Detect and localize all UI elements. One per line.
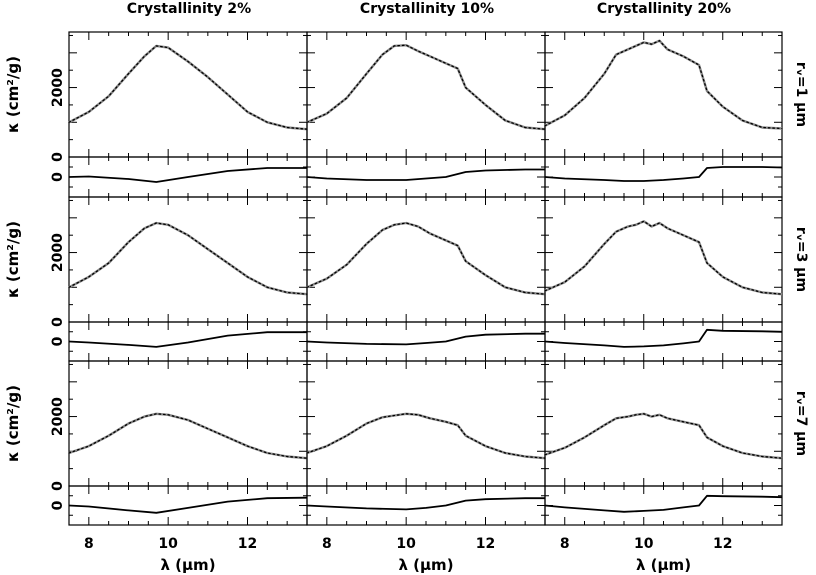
column-titles: Crystallinity 2% Crystallinity 10% Cryst… — [127, 1, 731, 17]
residual-panel-frame — [544, 156, 783, 198]
main-panel-frame — [544, 196, 783, 323]
main-panel-frame — [306, 31, 546, 158]
residual-curve — [68, 167, 307, 183]
fit-curve — [544, 39, 783, 130]
residual-curve — [68, 331, 307, 348]
residual-curve — [544, 494, 783, 513]
panel-r2-c2 — [306, 196, 546, 362]
column-title-2pct: Crystallinity 2% — [127, 1, 251, 17]
main-panel-frame — [544, 31, 783, 158]
y-tick-label: 0 — [50, 317, 66, 327]
y-axis-label: κ (cm²/g) — [4, 385, 22, 462]
x-axis-label: λ (μm) — [160, 556, 215, 574]
panel-r1-c1 — [68, 31, 308, 198]
residual-curve — [306, 497, 545, 511]
x-axis-label: λ (μm) — [636, 556, 691, 574]
residual-panel-frame — [306, 321, 546, 362]
row-label: rᵥ=3 μm — [793, 227, 809, 292]
x-tick-label: 8 — [322, 536, 332, 552]
x-axis-label: λ (μm) — [398, 556, 453, 574]
fit-curve — [306, 413, 546, 459]
residual-panel-frame — [68, 485, 308, 526]
y-axis-label: κ (cm²/g) — [4, 221, 22, 298]
residual-panel-frame — [306, 156, 546, 198]
y-tick-label: 2000 — [50, 68, 66, 107]
residual-curve — [306, 332, 545, 346]
y-axis-label: κ (cm²/g) — [4, 56, 22, 133]
x-axis-labels: λ (μm) λ (μm) λ (μm) — [160, 556, 691, 574]
main-panel-frame — [544, 360, 783, 487]
y-tick-label: 2000 — [50, 233, 66, 272]
model-curve — [306, 44, 546, 131]
y-tick-label: 2000 — [50, 397, 66, 436]
row-label: rᵥ=7 μm — [793, 391, 809, 456]
panel-r1-c2 — [306, 31, 546, 198]
fit-curve — [544, 413, 783, 459]
residual-tick-label: 0 — [50, 500, 66, 510]
x-tick-label: 10 — [634, 536, 654, 552]
model-curve — [68, 44, 308, 131]
x-tick-label: 12 — [238, 536, 257, 552]
fit-curve — [68, 45, 308, 130]
residual-curve — [544, 166, 783, 182]
residual-tick-label: 0 — [50, 172, 66, 182]
main-panel-frame — [68, 31, 308, 158]
residual-curve — [306, 168, 545, 181]
residual-curve — [68, 496, 308, 514]
residual-tick-label: 0 — [50, 336, 66, 346]
y-tick-label: 0 — [50, 481, 66, 491]
panel-r2-c1 — [68, 196, 308, 362]
fit-curve — [306, 222, 546, 295]
main-panel-frame — [306, 360, 546, 487]
model-curve — [68, 221, 308, 296]
row-labels: rᵥ=1 μm rᵥ=3 μm rᵥ=7 μm — [793, 62, 809, 456]
panel-r3-c2 — [306, 360, 546, 526]
model-curve — [544, 220, 783, 296]
y-axis-labels: 0 2000 0 κ (cm²/g) 0 2000 0 κ (cm²/g) 0 2000 0 κ (c… — [4, 56, 66, 510]
panel-r3-c1 — [68, 360, 308, 526]
model-curve — [306, 412, 546, 460]
fit-curve — [68, 413, 308, 459]
model-curve — [68, 412, 308, 460]
panel-r2-c3 — [544, 196, 783, 362]
fit-curve — [544, 220, 783, 295]
x-tick-label: 12 — [713, 536, 732, 552]
x-tick-label: 8 — [84, 536, 94, 552]
main-panel-frame — [306, 196, 546, 323]
row-label: rᵥ=1 μm — [793, 62, 809, 127]
model-curve — [544, 39, 783, 130]
residual-panel-frame — [544, 485, 783, 526]
y-tick-label: 0 — [50, 152, 66, 162]
residual-panel-frame — [306, 485, 546, 526]
panel-r3-c3 — [544, 360, 783, 526]
model-curve — [306, 221, 546, 296]
fit-curve — [306, 44, 546, 130]
x-tick-label: 12 — [476, 536, 495, 552]
x-tick-labels: 8 10 12 8 10 12 8 10 12 — [84, 536, 733, 552]
x-tick-label: 10 — [396, 536, 416, 552]
x-tick-label: 10 — [158, 536, 178, 552]
main-panel-frame — [68, 360, 308, 487]
panel-r1-c3 — [544, 31, 783, 198]
column-title-20pct: Crystallinity 20% — [597, 1, 731, 17]
main-panel-frame — [68, 196, 308, 323]
residual-panel-frame — [544, 321, 783, 362]
fit-curve — [68, 222, 308, 295]
residual-panel-frame — [68, 321, 308, 362]
panels — [68, 31, 783, 526]
residual-curve — [544, 328, 783, 348]
model-curve — [544, 412, 783, 460]
x-tick-label: 8 — [560, 536, 570, 552]
column-title-10pct: Crystallinity 10% — [360, 1, 494, 17]
